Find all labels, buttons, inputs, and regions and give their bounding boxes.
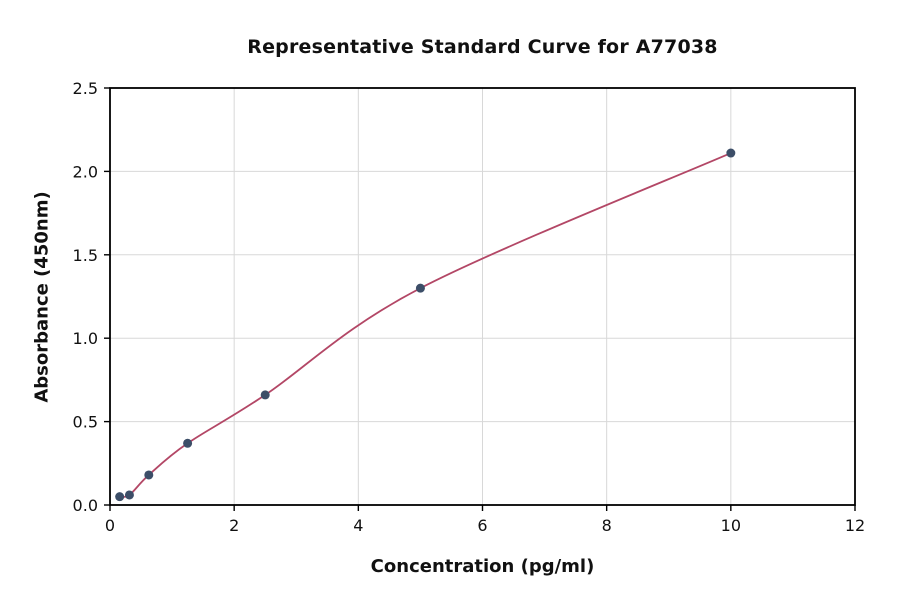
x-tick-label: 4 <box>353 516 363 535</box>
data-point <box>144 470 154 480</box>
x-tick-label: 12 <box>845 516 865 535</box>
data-point <box>415 283 425 293</box>
y-tick-label: 2.5 <box>73 79 98 98</box>
x-tick-label: 8 <box>602 516 612 535</box>
y-tick-label: 1.5 <box>73 246 98 265</box>
y-tick-label: 2.0 <box>73 162 98 181</box>
data-point <box>726 148 736 158</box>
data-point <box>260 390 270 400</box>
data-point <box>115 492 125 502</box>
fitted-curve <box>119 152 732 498</box>
x-tick-label: 6 <box>477 516 487 535</box>
data-points <box>115 148 736 502</box>
y-tick-label: 0.0 <box>73 496 98 515</box>
y-tick-label: 1.0 <box>73 329 98 348</box>
chart-title: Representative Standard Curve for A77038 <box>247 36 718 58</box>
x-tick-label: 10 <box>721 516 741 535</box>
plot-border <box>109 87 856 506</box>
axis-ticks: 0 2 4 6 8 10 12 0.0 0.5 1.0 1.5 2.0 2.5 <box>73 79 866 535</box>
data-point <box>183 438 193 448</box>
data-point <box>124 490 134 500</box>
x-axis-label: Concentration (pg/ml) <box>370 556 595 577</box>
y-tick-label: 0.5 <box>73 413 98 432</box>
gridlines <box>109 87 856 506</box>
x-tick-label: 0 <box>105 516 115 535</box>
x-tick-label: 2 <box>229 516 239 535</box>
